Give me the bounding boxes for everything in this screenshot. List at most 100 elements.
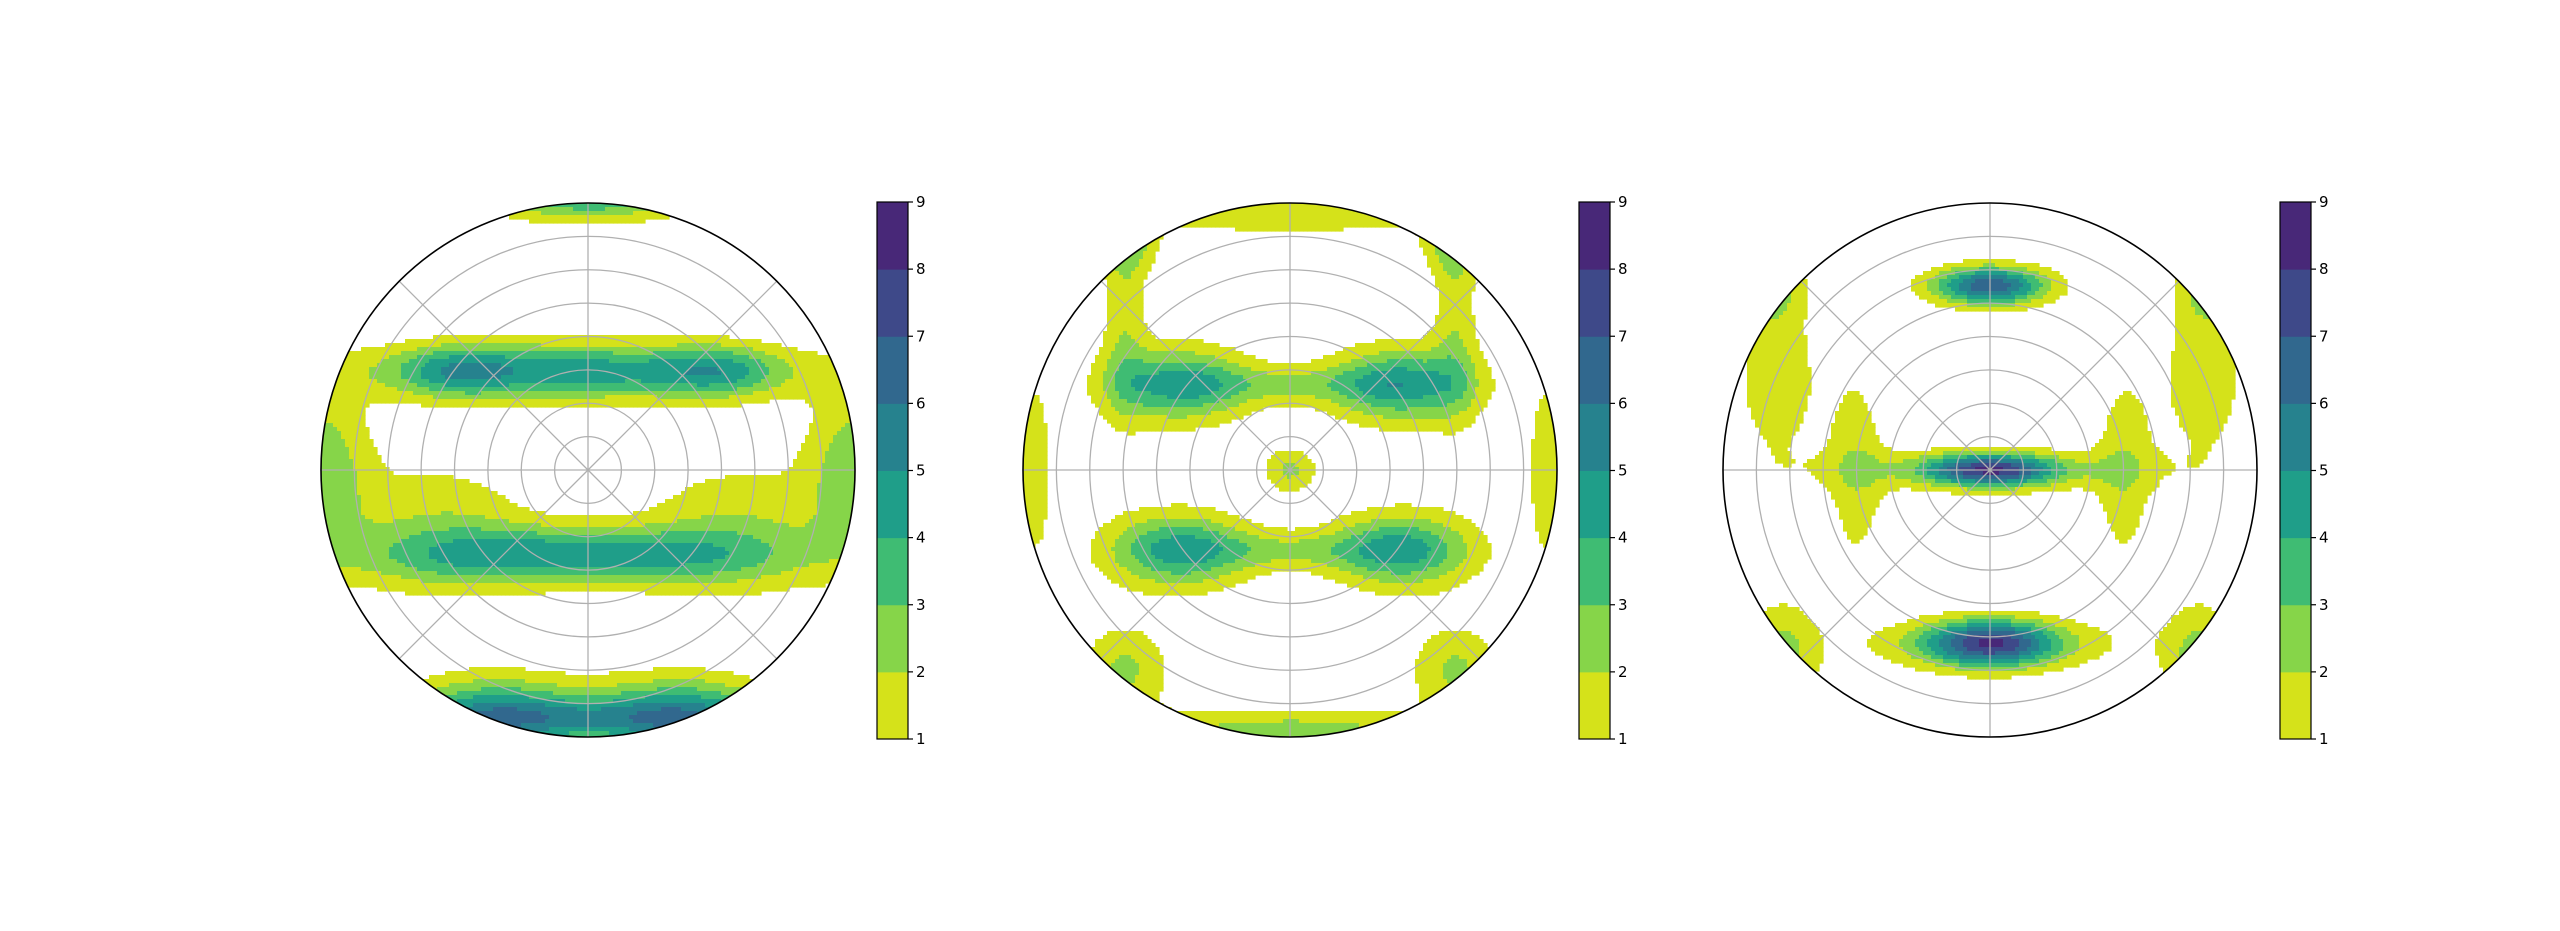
density-cell — [737, 547, 742, 552]
density-cell — [397, 499, 402, 504]
density-cell — [633, 387, 638, 392]
density-cell — [825, 535, 830, 540]
density-cell — [541, 523, 546, 528]
density-cell — [653, 519, 658, 524]
density-cell — [633, 535, 638, 540]
density-cell — [765, 539, 770, 544]
density-cell — [425, 539, 430, 544]
density-cell — [781, 531, 786, 536]
density-cell — [737, 507, 742, 512]
density-cell — [609, 367, 614, 372]
density-cell — [849, 503, 854, 508]
density-cell — [813, 363, 818, 368]
density-cell — [741, 367, 746, 372]
density-cell — [741, 387, 746, 392]
density-cell — [325, 507, 330, 512]
density-cell — [533, 371, 538, 376]
density-cell — [525, 543, 530, 548]
density-cell — [361, 495, 366, 500]
density-cell — [349, 383, 354, 388]
density-cell — [513, 363, 518, 368]
density-cell — [433, 355, 438, 360]
density-cell — [733, 527, 738, 532]
density-cell — [525, 371, 530, 376]
density-cell — [613, 515, 618, 520]
density-cell — [621, 215, 626, 220]
density-cell — [817, 467, 822, 472]
density-cell — [613, 403, 618, 408]
density-cell — [841, 455, 846, 460]
density-cell — [629, 551, 634, 556]
density-cell — [837, 439, 842, 444]
density-cell — [381, 471, 386, 476]
density-cell — [833, 447, 838, 452]
density-cell — [549, 519, 554, 524]
density-cell — [829, 439, 834, 444]
density-cell — [813, 443, 818, 448]
density-cell — [597, 543, 602, 548]
density-cell — [825, 359, 830, 364]
density-cell — [805, 359, 810, 364]
density-cell — [577, 387, 582, 392]
density-cell — [841, 499, 846, 504]
density-cell — [593, 399, 598, 404]
density-cell — [829, 379, 834, 384]
density-cell — [357, 407, 362, 412]
density-cell — [721, 343, 726, 348]
density-cell — [433, 527, 438, 532]
density-cell — [781, 507, 786, 512]
density-cell — [405, 363, 410, 368]
density-cell — [581, 211, 586, 216]
density-cell — [809, 379, 814, 384]
density-cell — [441, 491, 446, 496]
density-cell — [801, 387, 806, 392]
density-cell — [509, 363, 514, 368]
density-cell — [549, 347, 554, 352]
density-cell — [413, 375, 418, 380]
density-cell — [477, 507, 482, 512]
density-cell — [577, 347, 582, 352]
density-cell — [361, 551, 366, 556]
density-cell — [437, 531, 442, 536]
density-cell — [689, 543, 694, 548]
density-cell — [661, 511, 666, 516]
density-cell — [657, 387, 662, 392]
density-cell — [425, 487, 430, 492]
density-cell — [437, 375, 442, 380]
density-cell — [841, 451, 846, 456]
density-cell — [793, 379, 798, 384]
density-cell — [517, 403, 522, 408]
density-cell — [765, 515, 770, 520]
density-cell — [493, 391, 498, 396]
density-cell — [345, 551, 350, 556]
density-cell — [349, 523, 354, 528]
density-cell — [429, 383, 434, 388]
density-cell — [761, 475, 766, 480]
density-cell — [809, 527, 814, 532]
density-cell — [701, 387, 706, 392]
density-cell — [821, 451, 826, 456]
density-cell — [553, 351, 558, 356]
density-cell — [573, 351, 578, 356]
density-cell — [685, 507, 690, 512]
density-cell — [721, 391, 726, 396]
density-cell — [613, 359, 618, 364]
density-cell — [373, 379, 378, 384]
density-cell — [657, 339, 662, 344]
density-cell — [469, 347, 474, 352]
density-cell — [365, 359, 370, 364]
density-cell — [685, 519, 690, 524]
density-cell — [441, 487, 446, 492]
density-cell — [793, 371, 798, 376]
density-cell — [553, 555, 558, 560]
density-cell — [725, 523, 730, 528]
density-cell — [765, 395, 770, 400]
density-cell — [689, 527, 694, 532]
density-cell — [493, 363, 498, 368]
density-cell — [409, 551, 414, 556]
density-cell — [729, 531, 734, 536]
density-cell — [325, 471, 330, 476]
density-cell — [825, 475, 830, 480]
density-cell — [705, 383, 710, 388]
density-cell — [425, 363, 430, 368]
